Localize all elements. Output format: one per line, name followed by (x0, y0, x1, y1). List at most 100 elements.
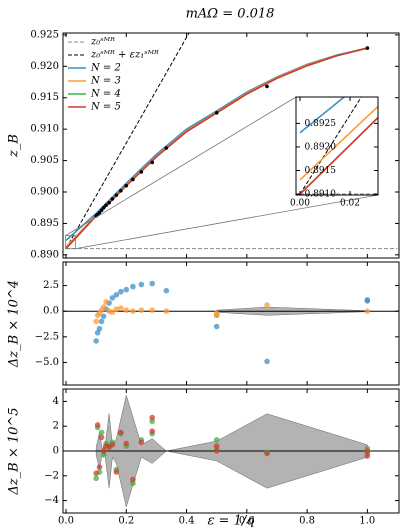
y-tick-label: 0.920 (30, 61, 59, 72)
data-point (100, 448, 107, 454)
legend-label: N = 3 (90, 76, 121, 87)
y-tick-label: 2.5 (43, 280, 59, 291)
data-point (93, 475, 99, 482)
data-point (163, 308, 170, 315)
data-point (364, 298, 371, 304)
data-point (150, 160, 154, 165)
data-point (103, 299, 109, 305)
y-tick-label: 0.8925 (305, 119, 337, 129)
y-axis-label: Δz_B × 10^5 (7, 407, 22, 495)
data-point (214, 111, 219, 115)
y-tick-label: −5.0 (35, 357, 59, 368)
x-tick-label: 1.0 (359, 516, 375, 527)
y-tick-label: −2.5 (35, 331, 59, 342)
data-point (213, 443, 220, 449)
data-point (93, 470, 99, 477)
data-point (138, 307, 145, 313)
y-tick-label: 0.895 (30, 218, 59, 229)
data-point (149, 280, 155, 287)
y-tick-label: 0.910 (30, 124, 59, 135)
data-point (130, 476, 136, 483)
data-point (100, 304, 107, 310)
data-point (114, 193, 119, 197)
data-point (99, 208, 104, 213)
x-tick-label: 0.02 (340, 199, 360, 209)
data-point (138, 439, 145, 446)
zoom-connector (75, 194, 379, 250)
chart-title: mAΩ = 0.018 (186, 7, 275, 22)
data-point (130, 283, 136, 290)
data-point (93, 318, 99, 325)
data-point (104, 203, 108, 208)
data-point (139, 170, 144, 174)
data-point (110, 197, 115, 201)
data-point (113, 469, 120, 475)
data-point (98, 434, 105, 441)
data-point (118, 305, 124, 311)
data-point (213, 323, 220, 330)
data-point (213, 448, 220, 454)
data-point (149, 307, 155, 313)
data-point (138, 281, 145, 288)
data-point (113, 292, 120, 298)
data-point (123, 440, 130, 447)
y-tick-label: −2 (44, 470, 59, 481)
zoom-connector (65, 96, 297, 236)
legend-label: z₀ˢᴹᴿ + εz₁ˢᴹᴿ (90, 50, 159, 61)
data-point (163, 287, 170, 294)
y-tick-label: 0.890 (30, 249, 59, 260)
y-tick-label: 0.915 (30, 92, 59, 103)
data-point (109, 295, 116, 301)
y-tick-label: 2 (53, 421, 59, 432)
data-point (96, 464, 103, 470)
x-tick-label: 0.2 (118, 516, 134, 527)
y-tick-label: 0.905 (30, 155, 59, 166)
legend-label: N = 4 (90, 89, 121, 100)
y-tick-label: 0.8915 (305, 166, 337, 176)
x-tick-label: 0.00 (290, 199, 310, 209)
inset-frame (295, 96, 379, 196)
data-point (100, 313, 107, 320)
data-point (94, 422, 101, 428)
data-point (97, 210, 102, 215)
y-tick-label: 0 (53, 446, 59, 457)
data-point (113, 306, 120, 312)
x-tick-label: 0.6 (239, 516, 255, 527)
data-point (109, 309, 116, 316)
data-point (93, 338, 99, 344)
data-point (109, 442, 116, 448)
data-point (264, 302, 270, 308)
y-tick-label: 0.0 (43, 306, 59, 317)
legend-label: N = 5 (90, 102, 121, 113)
plot-area (63, 280, 399, 365)
data-point (264, 450, 270, 457)
y-tick-label: 4 (53, 396, 59, 407)
data-point (119, 188, 123, 193)
x-tick-label: 0.0 (58, 516, 74, 527)
x-axis-label: ε = 1/q (207, 514, 254, 528)
y-axis-label: z_B (7, 134, 22, 158)
data-point (364, 308, 371, 315)
data-point (364, 453, 371, 459)
data-point (130, 308, 136, 315)
data-point (131, 177, 135, 182)
data-point (98, 429, 105, 436)
x-tick-label: 0.8 (299, 516, 315, 527)
legend-label: N = 2 (90, 63, 121, 74)
data-point (123, 307, 130, 313)
data-point (118, 288, 124, 295)
data-point (149, 414, 155, 421)
data-point (123, 286, 130, 293)
data-point (96, 325, 103, 332)
plot-area (65, 33, 398, 250)
data-point (264, 358, 270, 365)
data-point (213, 312, 220, 319)
data-point (107, 200, 111, 205)
data-point (213, 437, 220, 443)
y-tick-label: 0.8910 (305, 190, 337, 200)
data-point (101, 205, 106, 210)
zoom-box (65, 235, 76, 250)
data-point (98, 318, 105, 325)
axes-frame (62, 32, 400, 259)
